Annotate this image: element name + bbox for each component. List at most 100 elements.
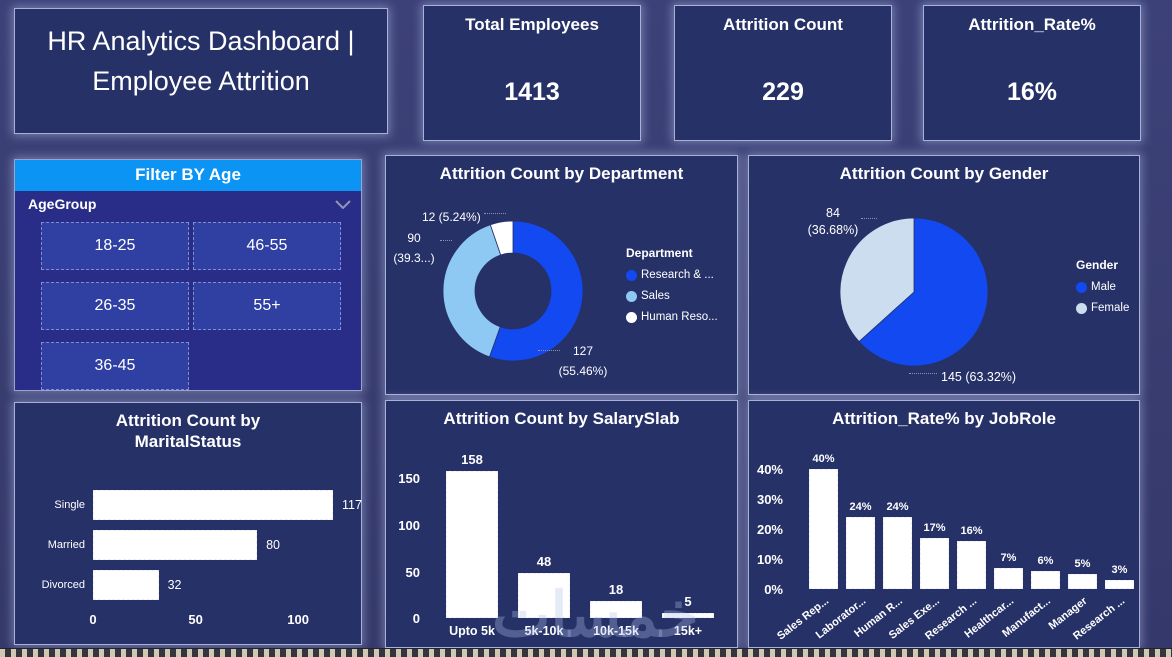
marital-bar-Married[interactable] <box>93 530 258 560</box>
jobrole-bar-Healthcar...[interactable] <box>994 568 1023 589</box>
axis-tick-label: 50 <box>405 564 420 580</box>
jobrole-bar-Manager[interactable] <box>1068 574 1097 589</box>
axis-tick-label: 0 <box>89 612 97 627</box>
chart-title: Attrition Count by Department <box>439 164 684 183</box>
category-label: Upto 5k <box>449 624 495 638</box>
jobrole-bar-Research ...[interactable] <box>957 541 986 589</box>
jobrole-bar-Laborator...[interactable] <box>846 517 875 589</box>
age-option-18-25[interactable]: 18-25 <box>41 222 189 270</box>
age-option-36-45[interactable]: 36-45 <box>41 342 189 390</box>
leader-line <box>861 218 877 219</box>
salary-bar-Upto 5k[interactable] <box>446 471 498 618</box>
gender-slice-Male[interactable] <box>858 217 989 367</box>
gender-pie-chart <box>839 217 989 367</box>
column-Laborator...: 24% Laborator... <box>813 469 875 641</box>
value-label: 24% <box>849 501 872 513</box>
legend-dot-icon <box>626 311 637 323</box>
department-slice-Research & ...[interactable] <box>488 220 584 362</box>
legend-dot-icon <box>1076 281 1087 293</box>
salary-bar-10k-15k[interactable] <box>590 601 642 618</box>
axis-tick-label: 10% <box>756 552 783 567</box>
column-Sales Exe...: 17% Sales Exe... <box>887 469 949 642</box>
gender-legend: Gender Male Female <box>1076 258 1129 314</box>
age-option-46-55[interactable]: 46-55 <box>193 222 341 270</box>
slicer-body: AgeGroup 18-25 46-55 26-35 55+ 36-45 <box>15 191 361 390</box>
gender-slice-Female[interactable] <box>839 217 915 343</box>
marital-bar-Divorced[interactable] <box>93 570 159 600</box>
kpi-value: 1413 <box>504 78 560 106</box>
salary-bar-15k+[interactable] <box>662 613 714 618</box>
axis-tick-label: 100 <box>398 518 420 533</box>
kpi-label: Attrition_Rate% <box>968 15 1096 34</box>
column-15k+: 5 15k+ <box>662 471 714 638</box>
value-label: 80 <box>266 538 280 552</box>
data-label-human-resources: 12 (5.24%) <box>422 210 481 224</box>
legend-item-Female[interactable]: Female <box>1076 302 1129 314</box>
value-label: 6% <box>1037 555 1054 567</box>
salary-bar-5k-10k[interactable] <box>518 573 570 618</box>
value-label: 5 <box>684 594 692 610</box>
department-donut-chart <box>442 220 584 362</box>
legend-dot-icon <box>1076 302 1087 314</box>
gender-chart-panel: Attrition Count by Gender 84 (36.68%) 14… <box>748 155 1140 395</box>
department-slice-Sales[interactable] <box>442 224 502 358</box>
jobrole-bar-Sales Exe...[interactable] <box>920 538 949 589</box>
value-label: 3% <box>1111 564 1128 576</box>
value-label: 32 <box>167 578 182 592</box>
value-label: 5% <box>1074 558 1091 570</box>
legend-item-Sales[interactable]: Sales <box>626 290 718 302</box>
legend-label: Human Reso... <box>641 311 718 323</box>
data-label-value: 90 <box>407 231 421 245</box>
jobrole-bar-Manufact...[interactable] <box>1031 571 1060 589</box>
legend-item-Research & ...[interactable]: Research & ... <box>626 269 718 281</box>
axis-tick-label: 0% <box>764 582 783 597</box>
axis-tick-label: 20% <box>756 522 783 537</box>
kpi-card-attrition-count: Attrition Count 229 <box>674 5 892 141</box>
category-label: Divorced <box>41 579 85 591</box>
y-axis: 0 50 100 150 <box>394 471 424 626</box>
data-label-value: 127 <box>572 344 594 358</box>
legend-item-Human Reso...[interactable]: Human Reso... <box>626 311 718 323</box>
axis-tick-label: 100 <box>287 612 309 627</box>
value-label: 7% <box>1000 552 1017 564</box>
value-label: 17% <box>923 522 946 534</box>
column-Sales Rep...: 40% Sales Rep... <box>775 453 838 642</box>
column-5k-10k: 48 5k-10k <box>518 471 570 638</box>
slicer-field-label: AgeGroup <box>28 196 97 212</box>
legend-dot-icon <box>626 269 637 281</box>
legend-item-Male[interactable]: Male <box>1076 281 1129 293</box>
age-option-55plus[interactable]: 55+ <box>193 282 341 330</box>
chart-title: Attrition Count by SalarySlab <box>443 409 680 428</box>
leader-line <box>909 373 937 374</box>
age-filter-slicer: Filter BY Age AgeGroup 18-25 46-55 26-35… <box>14 159 362 391</box>
bar-track: 80 <box>93 530 345 560</box>
column-Manufact...: 6% Manufact... <box>1000 469 1060 640</box>
data-label-percent: (39.3...) <box>393 251 435 266</box>
marital-bar-chart: Single 117 Married 80 Divorced 32 0 50 100 <box>27 490 362 630</box>
column-Human R...: 24% Human R... <box>852 469 912 640</box>
age-option-26-35[interactable]: 26-35 <box>41 282 189 330</box>
column-Research ...: 3% Research ... <box>1071 469 1134 642</box>
value-label: 24% <box>886 501 909 513</box>
leader-line <box>440 240 452 241</box>
department-slice-Human Reso...[interactable] <box>489 220 514 256</box>
value-label: 16% <box>960 525 983 537</box>
jobrole-bar-Human R...[interactable] <box>883 517 912 589</box>
value-label: 158 <box>461 452 483 467</box>
marital-chart-panel: Attrition Count by MaritalStatus Single 1… <box>14 402 362 645</box>
axis-tick-label: 0 <box>412 611 420 626</box>
column-10k-15k: 18 10k-15k <box>590 471 642 638</box>
legend-title: Department <box>626 246 693 260</box>
chevron-down-icon[interactable] <box>335 199 351 209</box>
data-label-sales: 90 (39.3...) <box>388 228 440 269</box>
jobrole-bar-Research ...[interactable] <box>1105 580 1134 589</box>
marital-bar-Single[interactable] <box>93 490 333 520</box>
jobrole-chart-panel: Attrition_Rate% by JobRole 0% 10% 20% 30% 40… <box>748 400 1140 648</box>
jobrole-bar-Sales Rep...[interactable] <box>809 469 838 589</box>
kpi-value: 229 <box>762 78 804 106</box>
x-axis: 0 50 100 <box>89 612 345 630</box>
kpi-label: Total Employees <box>465 15 599 34</box>
kpi-card-total-employees: Total Employees 1413 <box>423 5 641 141</box>
kpi-label: Attrition Count <box>723 15 843 34</box>
